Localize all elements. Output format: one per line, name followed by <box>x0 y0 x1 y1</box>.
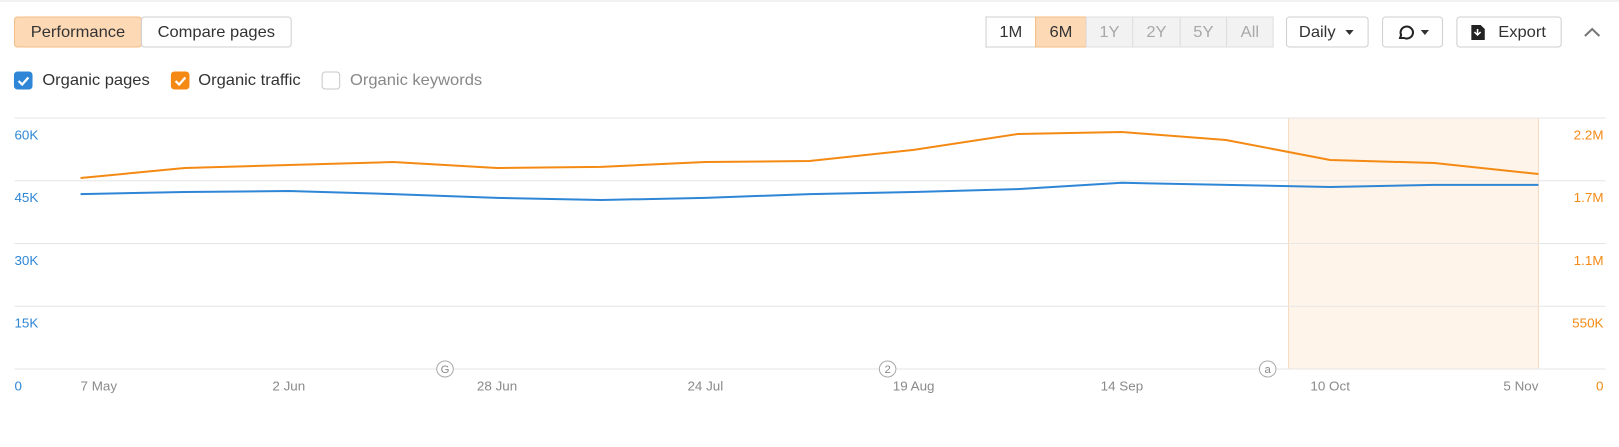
y2-tick-label: 1.7M <box>1574 190 1604 205</box>
annotation-label: a <box>1265 364 1272 376</box>
interval-dropdown[interactable] <box>1286 16 1369 48</box>
export-label: Export <box>1498 23 1546 41</box>
period-label: 5Y <box>1193 23 1213 41</box>
x-tick-label: 14 Sep <box>1101 379 1144 394</box>
x-tick-label: 7 May <box>81 379 118 394</box>
annotation-label: 2 <box>884 364 890 376</box>
y-tick-label: 45K <box>14 190 38 205</box>
y2-tick-label: 2.2M <box>1574 128 1604 143</box>
period-label: 1M <box>999 23 1022 41</box>
collapse-chevron[interactable] <box>1584 27 1601 37</box>
dropdown-caret <box>1420 30 1430 35</box>
y2-tick-label: 550K <box>1572 316 1604 331</box>
x-tick-label: 2 Jun <box>272 379 305 394</box>
comment-icon <box>1398 25 1414 40</box>
checkmark <box>17 76 30 87</box>
annotation-marker[interactable] <box>1258 360 1277 378</box>
x-tick-label: 28 Jun <box>477 379 517 394</box>
legend-checkbox[interactable] <box>13 71 33 90</box>
period-button[interactable] <box>1035 16 1087 48</box>
period-label: 2Y <box>1146 23 1166 41</box>
legend-checkbox[interactable] <box>321 71 341 90</box>
period-button <box>1132 16 1181 48</box>
x-tick-label: 5 Nov <box>1503 379 1538 394</box>
period-label: All <box>1241 23 1259 41</box>
tab-button[interactable] <box>140 16 292 48</box>
x-tick-label: 10 Oct <box>1310 379 1350 394</box>
tab-label: Compare pages <box>158 23 275 41</box>
period-button <box>1085 16 1134 48</box>
y-tick-label: 15K <box>14 316 38 331</box>
period-label: 1Y <box>1099 23 1119 41</box>
dropdown-caret <box>1345 30 1354 35</box>
y-tick-label: 60K <box>14 128 38 143</box>
period-button <box>1226 16 1274 48</box>
period-button <box>1179 16 1228 48</box>
legend-checkbox[interactable] <box>170 71 190 90</box>
legend-label[interactable]: Organic traffic <box>198 71 300 89</box>
interval-label: Daily <box>1299 23 1337 41</box>
x-tick-label: 24 Jul <box>687 379 723 394</box>
annotation-marker[interactable] <box>878 360 897 378</box>
series-line <box>80 131 1539 179</box>
period-label: 6M <box>1049 23 1072 41</box>
period-button[interactable] <box>985 16 1037 48</box>
legend-label[interactable]: Organic keywords <box>350 71 482 89</box>
tab-label: Performance <box>31 23 126 41</box>
checkmark <box>174 76 187 87</box>
x-tick-label: 19 Aug <box>893 379 935 394</box>
y-tick-label: 30K <box>14 253 38 268</box>
series-line <box>80 181 1539 201</box>
annotation-label: G <box>441 364 450 376</box>
y-tick-label: 0 <box>14 379 21 394</box>
y2-tick-label: 0 <box>1596 379 1603 394</box>
export-arrow <box>1473 29 1482 37</box>
legend-label[interactable]: Organic pages <box>42 71 149 89</box>
y2-tick-label: 1.1M <box>1574 253 1604 268</box>
annotation-marker[interactable] <box>436 360 454 378</box>
